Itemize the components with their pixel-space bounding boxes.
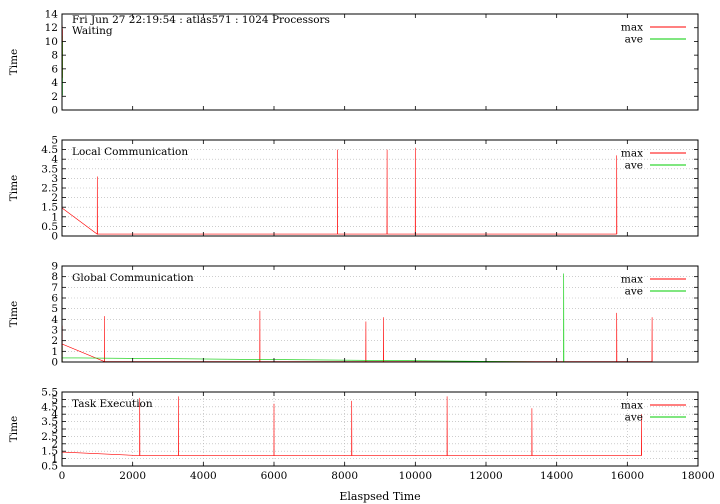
y-tick-label: 3 xyxy=(51,325,58,337)
y-tick-label: 1.5 xyxy=(41,202,58,214)
plot-frame xyxy=(61,265,699,363)
legend-label-ave: ave xyxy=(625,412,643,424)
legend-label-ave: ave xyxy=(625,160,643,172)
y-tick-label: 4 xyxy=(51,77,58,89)
y-tick-label: 4 xyxy=(51,409,58,421)
y-tick-label: 9 xyxy=(51,261,58,273)
x-tick-label: 6000 xyxy=(261,470,288,482)
y-tick-label: 3.5 xyxy=(41,163,58,175)
legend-label-max: max xyxy=(621,400,643,412)
y-tick-label: 10 xyxy=(45,36,58,48)
y-tick-label: 5 xyxy=(51,303,58,315)
y-tick-label: 0 xyxy=(51,105,58,117)
y-tick-label: 6 xyxy=(51,293,58,305)
y-tick-label: 2.5 xyxy=(41,183,58,195)
y-tick-label: 3.5 xyxy=(41,416,58,428)
y-tick-label: 1 xyxy=(51,211,58,223)
y-tick-label: 0 xyxy=(51,357,58,369)
legend-label-max: max xyxy=(621,22,643,34)
y-tick-label: 2 xyxy=(51,91,58,103)
y-tick-label: 2 xyxy=(51,438,58,450)
y-tick-label: 8 xyxy=(51,50,58,62)
plot-frame xyxy=(61,13,699,111)
x-axis-label: Elaspsed Time xyxy=(339,490,420,503)
x-tick-label: 10000 xyxy=(399,470,432,482)
series-line-max xyxy=(61,147,618,235)
legend-label-max: max xyxy=(621,148,643,160)
y-tick-label: 8 xyxy=(51,271,58,283)
y-tick-label: 2.5 xyxy=(41,431,58,443)
header-title: Fri Jun 27 22:19:54 : atlas571 : 1024 Pr… xyxy=(72,14,330,26)
series-line-ave xyxy=(61,273,565,363)
y-tick-label: 2 xyxy=(51,192,58,204)
y-tick-label: 7 xyxy=(51,282,58,294)
y-tick-label: 4 xyxy=(51,154,58,166)
y-tick-label: 4.5 xyxy=(41,144,58,156)
y-axis-label: Time xyxy=(8,416,20,443)
chart-panel-2: 00.511.522.533.544.55 Time Local Communica… xyxy=(8,135,699,243)
y-tick-label: 12 xyxy=(45,22,58,34)
x-tick-label: 18000 xyxy=(681,470,714,482)
panel-title: Waiting xyxy=(72,25,113,37)
x-tick-label: 14000 xyxy=(540,470,573,482)
chart-panel-4: 0.511.522.533.544.555.5 0 2000 4000 6000 8000… xyxy=(8,387,715,483)
y-tick-label: 1.5 xyxy=(41,446,58,458)
y-axis-label: Time xyxy=(8,175,20,202)
x-tick-label: 16000 xyxy=(611,470,644,482)
y-tick-label: 5.5 xyxy=(41,387,58,399)
y-tick-label: 5 xyxy=(51,394,58,406)
panel-title: Local Communication xyxy=(72,146,188,158)
legend-label-ave: ave xyxy=(625,34,643,46)
y-tick-label: 1 xyxy=(51,453,58,465)
y-tick-label: 4.5 xyxy=(41,401,58,413)
y-axis-label: Time xyxy=(8,49,20,76)
x-tick-label: 0 xyxy=(59,470,66,482)
y-tick-label: 0.5 xyxy=(41,221,58,233)
x-tick-label: 8000 xyxy=(331,470,358,482)
y-tick-label: 0 xyxy=(51,231,58,243)
y-axis-label: Time xyxy=(8,301,20,328)
y-tick-label: 3 xyxy=(51,424,58,436)
x-tick-label: 2000 xyxy=(119,470,146,482)
panel-title: Task Execution xyxy=(72,398,153,410)
y-tick-label: 2 xyxy=(51,335,58,347)
legend-label-ave: ave xyxy=(625,286,643,298)
y-tick-label: 6 xyxy=(51,63,58,75)
y-tick-label: 1 xyxy=(51,346,58,358)
legend-label-max: max xyxy=(621,274,643,286)
y-tick-label: 0.5 xyxy=(41,461,58,473)
y-tick-label: 3 xyxy=(51,173,58,185)
y-tick-label: 4 xyxy=(51,314,58,326)
panel-title: Global Communication xyxy=(72,272,194,284)
x-tick-label: 4000 xyxy=(190,470,217,482)
y-tick-label: 14 xyxy=(45,9,59,21)
y-tick-label: 5 xyxy=(51,135,58,147)
x-tick-label: 12000 xyxy=(469,470,502,482)
